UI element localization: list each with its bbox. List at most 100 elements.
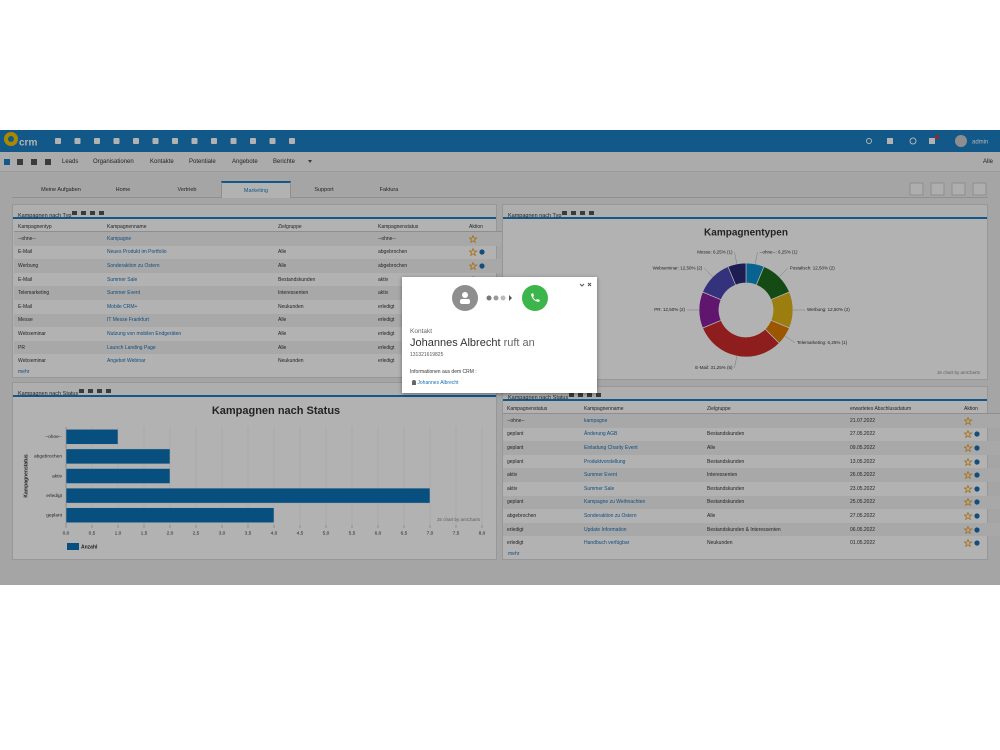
tab[interactable]: Home	[115, 187, 131, 193]
info-icon[interactable]	[974, 445, 980, 451]
record-link[interactable]: Launch Landing Page	[103, 340, 274, 355]
tool-button[interactable]	[972, 182, 987, 196]
module-icon[interactable]	[133, 138, 139, 144]
contact-link[interactable]: Johannes Albrecht	[412, 380, 459, 386]
favorite-star[interactable]	[963, 443, 973, 453]
record-link[interactable]: Produktvorstellung	[584, 458, 626, 465]
history-icon[interactable]	[909, 137, 917, 145]
home-icon[interactable]	[4, 159, 10, 165]
column-header[interactable]: Aktion	[960, 404, 1000, 414]
favorite-star[interactable]	[468, 234, 478, 244]
tool-icon[interactable]	[88, 389, 94, 393]
module-icon[interactable]	[172, 138, 178, 144]
calendar-icon[interactable]	[31, 159, 37, 165]
tab[interactable]: Support	[314, 187, 334, 193]
record-link[interactable]: Nutzung von mobilen Endgeräten	[107, 330, 182, 337]
record-link[interactable]: Änderung AGB	[584, 431, 618, 438]
answer-button[interactable]	[522, 285, 548, 311]
record-link[interactable]: Sonderaktion zu Ostern	[103, 259, 274, 273]
column-header[interactable]: Kampagnenname	[580, 404, 703, 414]
record-link[interactable]: kampagne	[580, 413, 703, 428]
column-header[interactable]: Aktion	[465, 222, 514, 232]
info-icon[interactable]	[974, 513, 980, 519]
contact-name[interactable]: Johannes Albrecht	[417, 380, 459, 386]
info-icon[interactable]	[974, 458, 980, 465]
column-header[interactable]: Kampagnenname	[103, 222, 274, 232]
menu-item[interactable]: Potentiale	[189, 159, 216, 165]
tool-icon[interactable]	[97, 389, 103, 393]
record-link[interactable]: Neues Produkt im Portfolio	[107, 249, 167, 256]
user-name[interactable]: admin	[972, 140, 988, 146]
tool-button[interactable]	[930, 182, 945, 196]
favorite-star[interactable]	[963, 416, 973, 426]
info-icon[interactable]	[974, 472, 980, 478]
favorite-star[interactable]	[963, 484, 973, 494]
column-header[interactable]: Zielgruppe	[703, 404, 846, 414]
record-link[interactable]: Mobile CRM+	[107, 303, 138, 310]
sitemap-icon[interactable]	[887, 138, 893, 144]
module-icon[interactable]	[152, 138, 159, 144]
module-icon[interactable]	[94, 138, 100, 144]
tab[interactable]: Meine Aufgaben	[41, 187, 81, 193]
menu-item[interactable]: Organisationen	[93, 159, 134, 165]
tool-icon[interactable]	[79, 389, 85, 393]
column-header[interactable]: Zielgruppe	[274, 222, 374, 232]
record-link[interactable]: Kampagne	[103, 231, 274, 246]
record-link[interactable]: Update Information	[580, 522, 703, 537]
module-icon[interactable]	[250, 138, 256, 144]
info-icon[interactable]	[974, 486, 980, 492]
record-link[interactable]: Sonderaktion zu Ostern	[584, 512, 637, 519]
tool-icon[interactable]	[580, 211, 586, 215]
favorite-star[interactable]	[963, 497, 973, 507]
more-link[interactable]: mehr	[508, 551, 520, 557]
record-link[interactable]: IT Messe Frankfurt	[103, 313, 274, 328]
module-icon[interactable]	[191, 138, 198, 144]
record-link[interactable]: Einladung Charity Event	[580, 441, 703, 455]
tool-icon[interactable]	[589, 211, 595, 215]
user-avatar[interactable]	[955, 135, 967, 147]
info-icon[interactable]	[479, 249, 485, 255]
favorite-star[interactable]	[468, 261, 478, 271]
tool-icon[interactable]	[106, 389, 112, 393]
menu-dropdown-caret[interactable]	[308, 160, 312, 165]
tool-icon[interactable]	[81, 211, 87, 215]
tool-icon[interactable]	[587, 393, 593, 397]
info-icon[interactable]	[974, 540, 980, 546]
record-link[interactable]: Summer Sale	[107, 276, 138, 283]
favorite-star[interactable]	[963, 470, 973, 480]
module-icon[interactable]	[113, 138, 120, 144]
search-icon[interactable]	[866, 138, 872, 144]
favorite-star[interactable]	[963, 538, 973, 548]
menu-item[interactable]: Berichte	[273, 159, 296, 165]
info-icon[interactable]	[974, 431, 980, 437]
module-icon[interactable]	[211, 138, 217, 144]
minimize-button[interactable]	[579, 283, 585, 287]
tool-icon[interactable]	[571, 211, 577, 215]
record-link[interactable]: Handbuch verfügbar	[584, 540, 630, 547]
record-link[interactable]: Kampagne zu Weihnachten	[580, 495, 703, 510]
tab[interactable]: Faktura	[379, 187, 399, 193]
tool-button[interactable]	[951, 182, 966, 196]
column-header[interactable]: Kampagnentyp	[14, 222, 103, 232]
column-header[interactable]: Kampagnenstatus	[374, 222, 465, 232]
tool-icon[interactable]	[99, 211, 105, 215]
record-link[interactable]: Summer Event	[103, 286, 274, 300]
tool-icon[interactable]	[569, 393, 575, 397]
tool-icon[interactable]	[562, 211, 568, 215]
favorite-star[interactable]	[963, 429, 973, 439]
calendar-icon[interactable]	[45, 159, 51, 165]
info-icon[interactable]	[479, 263, 485, 269]
filter[interactable]: Alle	[983, 159, 994, 165]
menu-item[interactable]: Leads	[62, 159, 79, 165]
tool-icon[interactable]	[90, 211, 96, 215]
calendar-icon[interactable]	[17, 159, 23, 165]
bell-icon[interactable]	[929, 138, 935, 144]
tool-icon[interactable]	[72, 211, 78, 215]
more-link[interactable]: mehr	[18, 369, 30, 375]
tab[interactable]: Marketing	[221, 181, 291, 198]
module-icon[interactable]	[230, 138, 237, 144]
menu-item[interactable]: Kontakte	[150, 159, 174, 165]
module-icon[interactable]	[289, 138, 295, 144]
module-icon[interactable]	[55, 138, 61, 144]
tab[interactable]: Vertrieb	[177, 187, 197, 193]
